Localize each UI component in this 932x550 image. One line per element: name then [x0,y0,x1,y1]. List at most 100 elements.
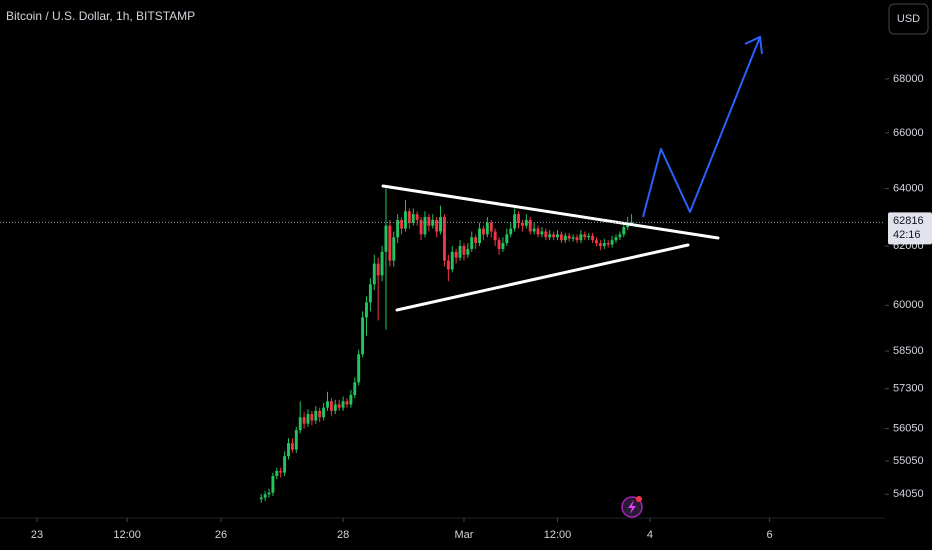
y-tick-label: 57300 [893,383,924,395]
candle-body [349,394,353,405]
candle-body [583,234,587,238]
trendline-upper [381,184,720,240]
candle-body [618,234,622,238]
candle-body [267,492,271,495]
candle-body [283,456,287,473]
alert-icon[interactable] [621,496,643,518]
last-price-box [888,212,932,245]
alert-bolt[interactable] [628,500,636,514]
candle-body [595,240,598,244]
candle-body [259,497,263,500]
y-tick-label: 68000 [893,73,924,85]
candle-body [314,410,318,421]
candle-body [341,401,345,408]
candle-body [497,240,501,249]
candle-body [415,214,419,220]
candle-body [361,317,365,355]
candle-body [602,243,606,246]
candle-body [263,494,267,498]
alert-dot[interactable] [636,496,642,502]
currency-button[interactable] [888,3,929,35]
candle-body [485,222,489,235]
candle-body [606,243,610,245]
candle-body [302,417,306,424]
y-tick-label: 64000 [893,182,924,194]
candle-body [384,225,388,252]
candle-body [392,237,396,261]
candle-body [353,382,357,395]
candle-body [470,237,474,249]
candle-body [587,235,591,238]
candle-body [579,234,583,241]
candle-body [517,214,520,223]
candle-body [333,404,337,411]
candle-body [450,251,454,270]
candle-body [326,401,329,408]
y-tick-label: 56050 [893,422,924,434]
chart-title: Bitcoin / U.S. Dollar, 1h, BITSTAMP [6,9,195,23]
candle-body [329,401,333,411]
y-tick-label: 54050 [893,488,924,500]
candle-body [513,214,517,229]
candle-body [552,234,556,238]
candle-body [427,217,431,226]
candle-body [365,302,368,318]
currency-label[interactable]: USD [897,13,920,25]
x-tick-label: 12:00 [113,529,141,541]
projection-path [642,36,761,218]
candle-body [454,251,458,258]
candle-body [388,225,392,261]
candle-body [563,235,567,241]
candle-body [357,354,361,383]
candle-body [478,228,481,244]
candle-body [442,217,446,261]
candle-body [462,245,466,255]
candle-body [287,443,290,457]
candle-body [271,475,275,493]
candle-body [439,217,443,232]
candle-body [493,231,497,241]
projection-arrowhead [744,35,763,55]
candle-body [614,237,618,241]
candle-body [556,234,559,238]
candle-body [567,235,571,239]
candle-body [322,407,326,418]
candle-body [290,443,294,450]
drawings [381,35,763,312]
candle-body [610,240,614,245]
candle-body [540,231,544,235]
countdown-label: 42:16 [893,229,921,241]
candle-body [411,214,415,223]
candle-body [419,219,423,235]
plot [259,188,634,503]
candle-body [407,211,411,223]
candle-body [446,260,450,270]
candle-body [520,222,524,226]
candle-body [630,222,634,224]
candle-body [481,228,485,235]
y-tick-label: 55050 [893,455,924,467]
candle-body [458,245,462,258]
candle-body [466,248,470,255]
candle-body [474,237,478,244]
x-tick-label: 28 [337,529,349,541]
candle-body [501,243,505,249]
x-tick-label: 12:00 [544,529,572,541]
candle-body [571,237,575,239]
x-tick-label: 4 [647,529,653,541]
candle-body [400,219,404,229]
last-price-label: 62816 [893,215,924,227]
x-tick-label: Mar [454,529,473,541]
candle-body [380,251,384,276]
candle-body [536,228,540,235]
candle-body [337,404,341,408]
candle-body [548,234,552,238]
candle-body [575,237,579,241]
candle-body [489,222,493,232]
candle-body [372,263,376,285]
candle-body [559,234,563,241]
candle-body [598,243,602,246]
candle-body [376,263,380,276]
